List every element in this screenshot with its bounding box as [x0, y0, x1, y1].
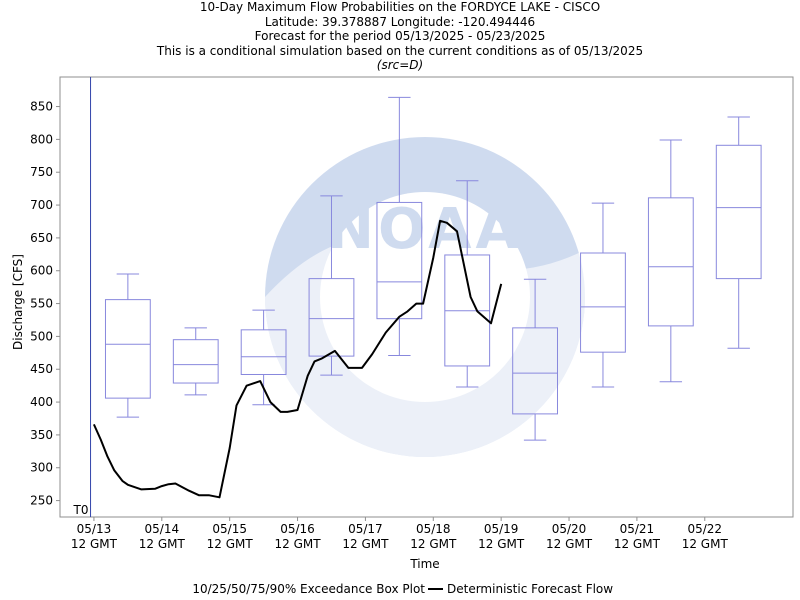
x-tick-label-time: 12 GMT [546, 537, 593, 551]
x-tick-label-date: 05/22 [687, 522, 722, 536]
legend: 10/25/50/75/90% Exceedance Box Plot Dete… [192, 582, 613, 596]
chart-subtitle-note: This is a conditional simulation based o… [156, 43, 644, 58]
box-plot [376, 96, 423, 356]
box-plot [580, 202, 626, 388]
t0-label: T0 [73, 503, 89, 517]
x-tick-label-date: 05/16 [280, 522, 315, 536]
flow-line [92, 219, 503, 499]
x-tick-label-date: 05/13 [77, 522, 112, 536]
y-tick-label: 800 [30, 132, 53, 146]
x-tick-label-time: 12 GMT [478, 537, 525, 551]
box-iqr [172, 339, 219, 384]
box-iqr [715, 144, 762, 280]
y-axis-label: Discharge [CFS] [11, 254, 25, 350]
y-tick-label: 300 [30, 461, 53, 475]
x-tick-label-date: 05/14 [145, 522, 180, 536]
plot-area [59, 76, 794, 518]
legend-box-label: 10/25/50/75/90% Exceedance Box Plot [192, 582, 425, 596]
y-tick-label: 350 [30, 428, 53, 442]
box-iqr [376, 201, 423, 320]
t0-marker: T0 [73, 77, 92, 517]
y-tick-label: 850 [30, 100, 53, 114]
y-tick-label: 450 [30, 362, 53, 376]
box-iqr [104, 299, 151, 399]
watermark-logo-text: NOAA [327, 197, 523, 262]
x-tick-label-time: 12 GMT [410, 537, 457, 551]
box-plot [240, 309, 287, 406]
y-tick-label: 400 [30, 395, 53, 409]
box-plot [308, 195, 355, 376]
x-tick-label-time: 12 GMT [275, 537, 322, 551]
legend-flow-label: Deterministic Forecast Flow [447, 582, 613, 596]
x-tick-label-time: 12 GMT [139, 537, 186, 551]
box-plots [104, 96, 762, 441]
x-tick-label-date: 05/21 [620, 522, 655, 536]
chart-title-block: 10-Day Maximum Flow Probabilities on the… [0, 0, 800, 73]
y-tick-label: 750 [30, 165, 53, 179]
box-plot [512, 278, 558, 441]
x-tick-label-time: 12 GMT [342, 537, 389, 551]
x-tick-label-time: 12 GMT [71, 537, 118, 551]
chart-subtitle-period: Forecast for the period 05/13/2025 - 05/… [254, 29, 546, 43]
box-iqr [580, 252, 626, 353]
x-axis-label: Time [409, 557, 439, 571]
x-tick-label-time: 12 GMT [614, 537, 661, 551]
y-axis-ticks: 250 300 350 400 450 500 550 600 650 700 750 800 850 [30, 100, 60, 508]
box-iqr [512, 327, 558, 415]
deterministic-flow-series [92, 219, 503, 499]
y-tick-label: 650 [30, 231, 53, 245]
box-plot [444, 180, 491, 388]
chart-subtitle-source: (src=D) [376, 58, 424, 72]
y-tick-label: 250 [30, 494, 53, 508]
x-tick-label-date: 05/15 [212, 522, 247, 536]
y-tick-label: 600 [30, 264, 53, 278]
x-tick-label-time: 12 GMT [682, 537, 729, 551]
box-plot [647, 139, 694, 383]
x-tick-label-date: 05/17 [348, 522, 383, 536]
y-tick-label: 500 [30, 329, 53, 343]
x-tick-label-date: 05/20 [552, 522, 587, 536]
y-tick-label: 700 [30, 198, 53, 212]
box-plot [104, 273, 151, 418]
x-tick-label-time: 12 GMT [207, 537, 254, 551]
box-iqr [308, 278, 355, 357]
chart-title: 10-Day Maximum Flow Probabilities on the… [199, 0, 601, 14]
box-iqr [240, 329, 287, 375]
y-tick-label: 550 [30, 297, 53, 311]
box-plot [172, 327, 219, 396]
box-plot [715, 116, 762, 349]
x-tick-label-date: 05/19 [484, 522, 519, 536]
x-tick-label-date: 05/18 [416, 522, 451, 536]
box-iqr [647, 197, 694, 327]
chart-subtitle-location: Latitude: 39.378887 Longitude: -120.4944… [264, 14, 536, 29]
